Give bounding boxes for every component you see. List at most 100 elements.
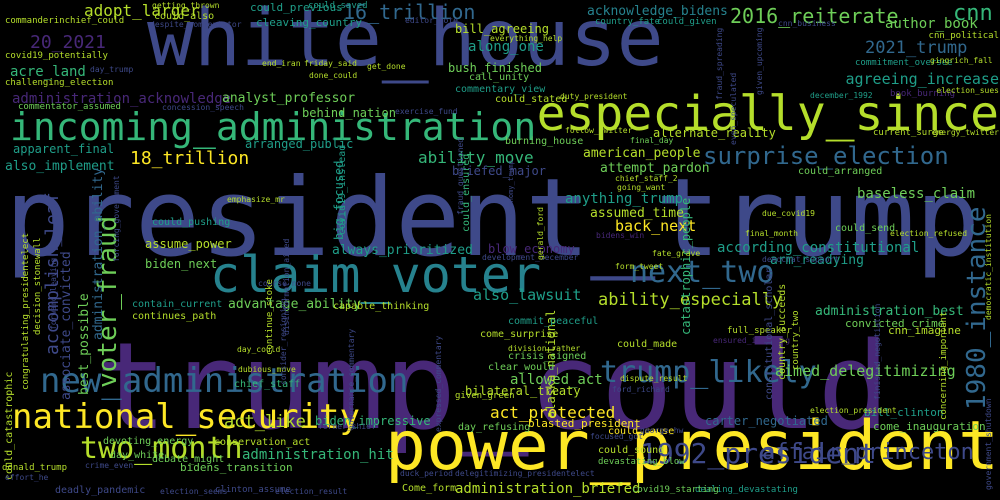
- word-next-two: next_two: [630, 255, 775, 290]
- word-bill-agreeing: bill_agreeing: [455, 22, 549, 36]
- word-administration-best: administration_best: [815, 304, 964, 319]
- word-act-protected: act_protected: [490, 403, 616, 422]
- word-duty-president: duty_president: [560, 92, 628, 101]
- word-development-december: development_december: [482, 253, 579, 262]
- word-according-constitutional: according_constitutional: [717, 240, 920, 256]
- word-alternate-reality: alternate_reality: [653, 126, 776, 140]
- word-could-made: could_made: [617, 339, 678, 350]
- word-biden-next: biden_next: [145, 257, 218, 271]
- word-concerning-important: concerning_important: [939, 311, 949, 420]
- word-democrat-support: democrat_support: [762, 255, 840, 264]
- word-day-trump: day_trump: [90, 65, 134, 74]
- word-2016-reiterate: 2016_reiterate: [730, 4, 899, 28]
- word-incoming-administration: incoming_administration: [10, 105, 537, 149]
- word-george-hw: george_hw: [640, 426, 684, 435]
- word-election-result: election_result: [275, 487, 348, 496]
- word-could-sound: could_sound: [598, 445, 665, 456]
- word-bidens-win: bidens_win: [596, 231, 645, 240]
- word-commitment-oversee: commitment_oversee: [855, 58, 953, 68]
- word-arranged-public: arranged_public: [245, 137, 354, 151]
- word-20-2021: 20_2021: [30, 32, 106, 53]
- word-capable-thinking: capable_thinking: [333, 301, 430, 312]
- word-best-possible: best_possible: [77, 293, 92, 395]
- word-could-stated: could_stated: [495, 94, 568, 105]
- word-covid19-starting: covid19_starting: [632, 485, 719, 495]
- word-acre-land: acre_land: [10, 64, 86, 80]
- word-december-1992: december_1992: [810, 91, 873, 100]
- word-duck-period: duck_period: [400, 469, 453, 478]
- word-could-saved: could_saved: [308, 1, 368, 11]
- word-country-succeeds: country_succeeds: [777, 283, 788, 380]
- word-energy-twitter: energy_twitter: [931, 128, 999, 137]
- word-apparent-final: apparent_final: [13, 142, 115, 156]
- word-even-speculated: even_speculated: [729, 72, 738, 145]
- word-blow-economy: blow_economy: [488, 242, 575, 256]
- word-election-refused: election_refused: [890, 229, 968, 238]
- word-could-previous: could_previous: [250, 1, 343, 14]
- word-donald-trump: donald_trump: [2, 463, 68, 473]
- word-emphasize-mr: emphasize_mr: [227, 195, 285, 204]
- word-forcing-government: forcing_government: [112, 175, 121, 262]
- word-assumed-time: assumed_time: [590, 206, 684, 221]
- word-administration-briefed: administration_briefed: [455, 481, 641, 497]
- word-cleaving-country: cleaving_country: [256, 16, 362, 29]
- word-expressed-commentary: expressed_commentary: [434, 335, 443, 432]
- word-done-could: done_could: [309, 71, 358, 80]
- word-trump-likely: trump_likely: [600, 355, 817, 390]
- word-chief-staff: chief_staff: [234, 379, 301, 390]
- word-cnn-business: cnn_business: [778, 19, 836, 28]
- word-behind-nation: behind_nation: [302, 106, 396, 120]
- word-follow-twitter: follow_twitter: [565, 126, 633, 135]
- word-administration-hit: administration_hit: [242, 447, 394, 463]
- word-new-administration: new_administration: [40, 361, 409, 401]
- word-could-given: could_given: [657, 17, 717, 27]
- word-back-next: back_next: [615, 217, 697, 235]
- word-surprise-election: surprise_election: [703, 142, 949, 170]
- word-current-surge: current_surge: [873, 128, 944, 138]
- word-gingrich-fall: gingrich_fall: [930, 56, 993, 65]
- word-country-fate: country_fate: [595, 17, 661, 27]
- word-covid19-instead: covid19_instead: [337, 144, 348, 235]
- word-commanderinchief-could: commanderinchief_could: [5, 16, 125, 26]
- word-given-upcoming: given_upcoming: [755, 27, 764, 95]
- word-could-send: could_send: [835, 223, 896, 234]
- word-come-surprise: come_surprise: [480, 329, 559, 340]
- word-effort-he: effort_he: [5, 473, 49, 482]
- word-also-implement: also_implement: [5, 159, 115, 174]
- word-burning-house: burning_house: [505, 136, 584, 147]
- word-attempt-pardon: attempt_pardon: [600, 161, 710, 176]
- word-bush-finished: bush_finished: [448, 61, 542, 75]
- word-election-sues: election_sues: [936, 86, 999, 95]
- word-fraud-spreading: fraud_spreading: [715, 27, 724, 100]
- word-covid19-potentially: covid19_potentially: [5, 51, 108, 61]
- word-also-lawsuit: also_lawsuit: [473, 286, 582, 304]
- word-division-rather: division_rather: [508, 344, 581, 353]
- word-two-month: two_month: [80, 431, 243, 466]
- word-editor-note: editor_note: [405, 16, 458, 25]
- word-continues-path: continues_path: [132, 311, 217, 322]
- word-dubious-move: dubious_move: [238, 365, 296, 374]
- word-commentary-view: commentary_view: [455, 84, 546, 95]
- word-commentator-assumed: commentator_assumed: [18, 102, 121, 112]
- word-final-month: final_month: [745, 229, 798, 238]
- word-bilateral-treaty: bilateral_treaty: [465, 384, 581, 398]
- word-trump-could: trump_could: [95, 318, 890, 457]
- word-government-shutdown: government_shutdown: [984, 398, 993, 490]
- word-anything-trump: anything_trump: [565, 191, 684, 207]
- word-1992-president: 1992_president: [640, 437, 877, 470]
- word-aimed-delegitimizing: aimed_delegitimizing: [775, 362, 956, 380]
- word-blasted-president: blasted_president: [528, 417, 641, 430]
- word-full-speaker: full_speaker: [727, 326, 793, 336]
- word-agreeing-increase: agreeing_increase: [845, 70, 999, 88]
- word-concession-speech: concession_speech: [162, 103, 244, 112]
- word-administration-ability: administration_ability: [91, 167, 106, 340]
- word-arm-readying: arm_readying: [770, 253, 864, 268]
- word-commit-peaceful: commit_peaceful: [508, 316, 599, 327]
- word-due-covid19: due_covid19: [762, 209, 815, 218]
- word-clear-would: clear_would: [488, 362, 555, 373]
- word-delegitimizing-presidentelect: delegitimizing_presidentelect: [455, 469, 595, 478]
- word-ability-move: ability_move: [418, 148, 534, 167]
- word-catastrophic-people: catastrophic_people: [679, 197, 693, 335]
- word-come-form: Come_form: [402, 483, 457, 494]
- word-associate-convicted: associate_convicted: [59, 251, 74, 400]
